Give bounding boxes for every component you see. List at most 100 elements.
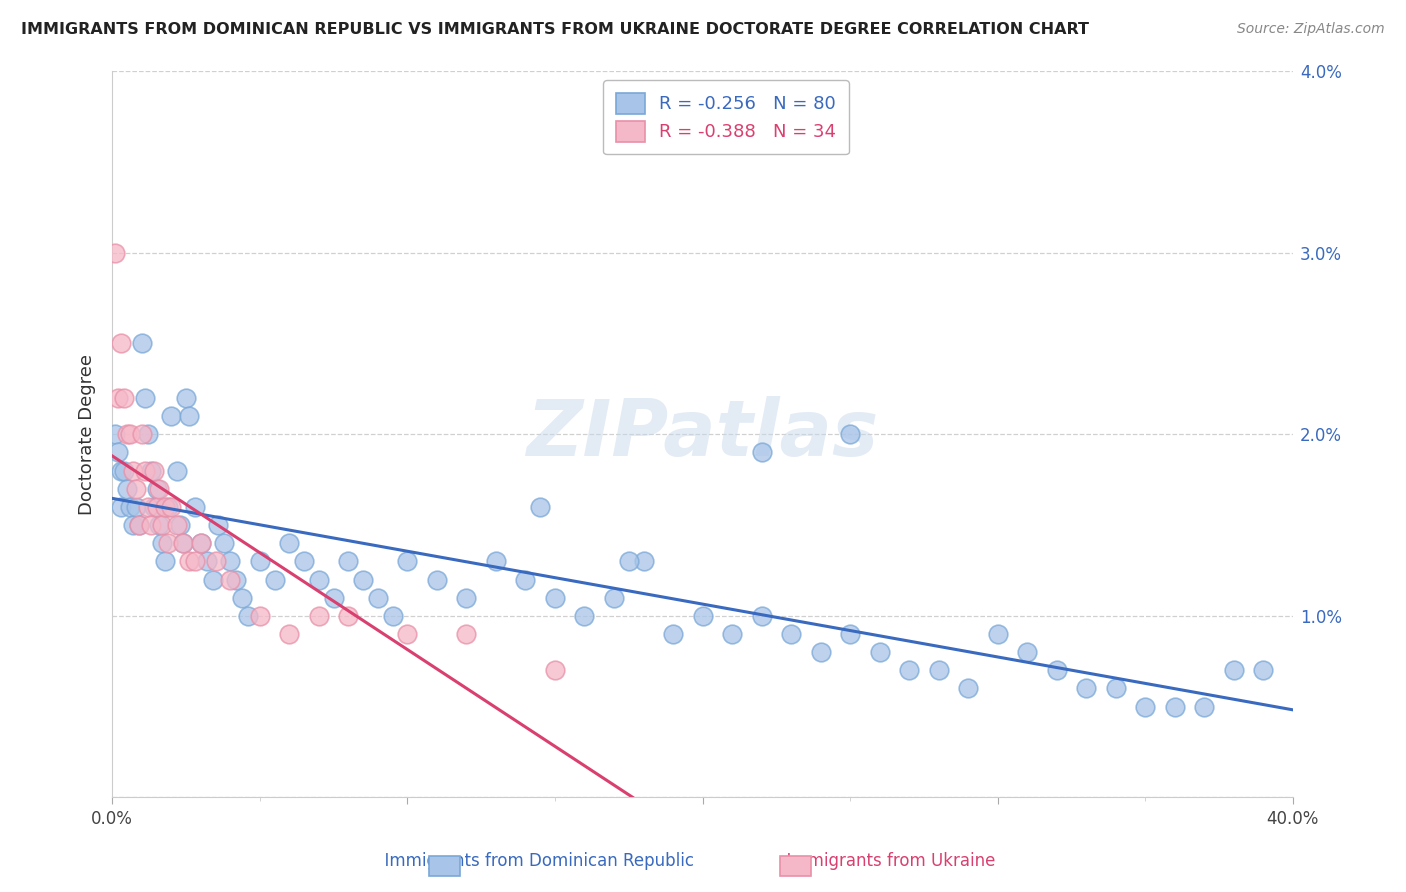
Point <box>172 536 194 550</box>
Point <box>278 627 301 641</box>
Point <box>249 554 271 568</box>
Point <box>134 464 156 478</box>
Point <box>308 608 330 623</box>
Point <box>263 573 285 587</box>
Point <box>544 663 567 677</box>
Point <box>231 591 253 605</box>
Point <box>337 608 360 623</box>
Point <box>898 663 921 677</box>
Point <box>1164 699 1187 714</box>
Point <box>396 627 419 641</box>
Point <box>456 591 478 605</box>
Text: Immigrants from Dominican Republic: Immigrants from Dominican Republic <box>374 852 695 870</box>
Point <box>118 500 141 514</box>
Point <box>166 518 188 533</box>
Point <box>367 591 389 605</box>
Point <box>177 554 200 568</box>
Point <box>1135 699 1157 714</box>
Point <box>115 427 138 442</box>
Point <box>204 554 226 568</box>
Point <box>529 500 551 514</box>
Point <box>134 391 156 405</box>
Point <box>603 591 626 605</box>
Point <box>125 500 148 514</box>
Point <box>381 608 404 623</box>
Point <box>145 482 167 496</box>
Point <box>136 427 159 442</box>
Point <box>869 645 891 659</box>
Point <box>219 554 242 568</box>
Point <box>322 591 344 605</box>
Point <box>839 427 862 442</box>
Point <box>107 391 129 405</box>
Point <box>177 409 200 423</box>
Point <box>190 536 212 550</box>
Y-axis label: Doctorate Degree: Doctorate Degree <box>79 354 96 515</box>
Point <box>155 500 177 514</box>
Point <box>1105 681 1128 696</box>
Point <box>142 500 165 514</box>
Point <box>110 500 132 514</box>
Point <box>544 591 567 605</box>
Point <box>780 627 803 641</box>
Point <box>104 245 127 260</box>
Text: IMMIGRANTS FROM DOMINICAN REPUBLIC VS IMMIGRANTS FROM UKRAINE DOCTORATE DEGREE C: IMMIGRANTS FROM DOMINICAN REPUBLIC VS IM… <box>21 22 1090 37</box>
Point <box>148 482 170 496</box>
Point <box>1253 663 1275 677</box>
Point <box>633 554 655 568</box>
Point <box>662 627 685 641</box>
Point <box>157 500 180 514</box>
Point <box>574 608 596 623</box>
Point <box>128 518 150 533</box>
Point <box>617 554 640 568</box>
Point <box>190 536 212 550</box>
Point <box>131 336 153 351</box>
Point <box>157 536 180 550</box>
Point <box>184 500 207 514</box>
Point <box>810 645 832 659</box>
Point <box>485 554 508 568</box>
Text: Immigrants from Ukraine: Immigrants from Ukraine <box>776 852 995 870</box>
Point <box>928 663 950 677</box>
Point <box>456 627 478 641</box>
Point <box>125 482 148 496</box>
Point <box>292 554 315 568</box>
Point <box>152 518 174 533</box>
Point <box>426 573 449 587</box>
Text: Source: ZipAtlas.com: Source: ZipAtlas.com <box>1237 22 1385 37</box>
Point <box>148 518 170 533</box>
Point <box>169 518 191 533</box>
Point <box>122 518 145 533</box>
Point <box>201 573 224 587</box>
Point <box>112 464 135 478</box>
Point <box>145 500 167 514</box>
Point <box>1076 681 1098 696</box>
Point <box>751 608 773 623</box>
Point <box>236 608 259 623</box>
Point <box>1223 663 1246 677</box>
Point <box>219 573 242 587</box>
Point <box>1046 663 1069 677</box>
Point <box>128 518 150 533</box>
Legend: R = -0.256   N = 80, R = -0.388   N = 34: R = -0.256 N = 80, R = -0.388 N = 34 <box>603 80 849 154</box>
Point <box>249 608 271 623</box>
Point <box>957 681 980 696</box>
Text: ZIPatlas: ZIPatlas <box>526 396 879 472</box>
Point <box>1194 699 1216 714</box>
Point <box>1017 645 1039 659</box>
Point <box>308 573 330 587</box>
Point <box>352 573 374 587</box>
Point <box>152 536 174 550</box>
Point <box>692 608 714 623</box>
Point <box>337 554 360 568</box>
Point <box>122 464 145 478</box>
Point <box>721 627 744 641</box>
Point <box>396 554 419 568</box>
Point <box>110 464 132 478</box>
Point <box>225 573 247 587</box>
Point <box>155 554 177 568</box>
Point <box>751 445 773 459</box>
Point <box>142 464 165 478</box>
Point <box>160 409 183 423</box>
Point <box>118 427 141 442</box>
